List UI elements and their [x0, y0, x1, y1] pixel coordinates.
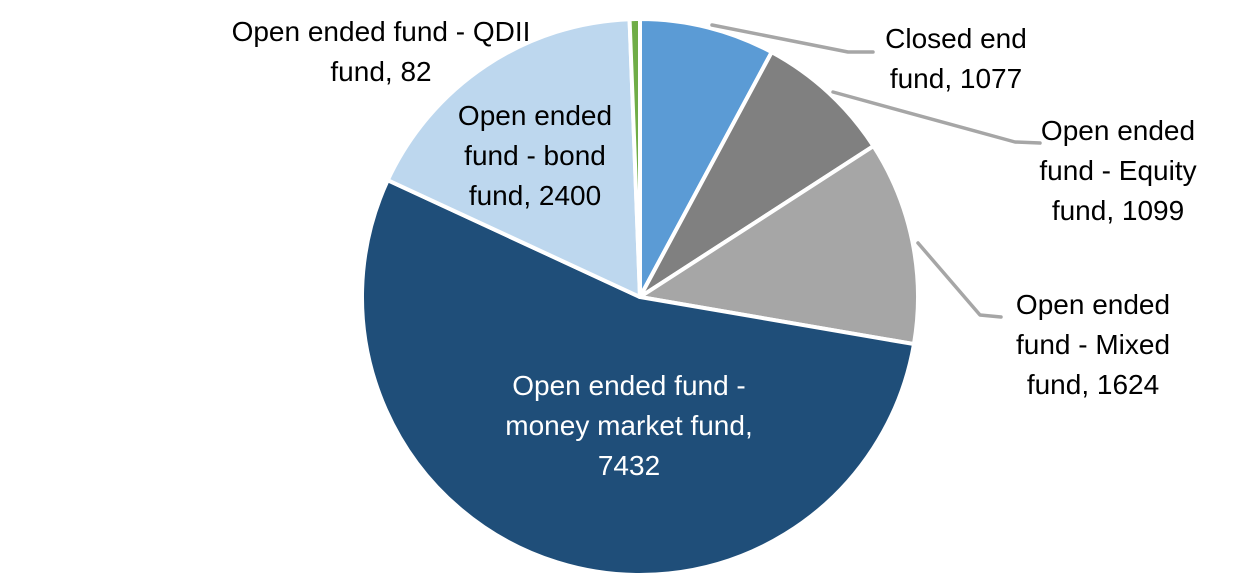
label-line: Open ended fund -: [512, 370, 746, 401]
pie-slice-3: [360, 178, 916, 577]
label-line: fund, 82: [330, 56, 432, 87]
label-line: fund, 1077: [889, 63, 1023, 94]
label-money-market-fund: Open ended fund - money market fund, 743…: [505, 366, 752, 486]
pie-slices: [360, 17, 920, 577]
label-line: Closed end: [885, 23, 1027, 54]
label-closed-end-fund: Closed end fund, 1077: [885, 19, 1027, 99]
label-line: fund, 1624: [1026, 369, 1160, 400]
label-line: fund, 2400: [468, 180, 602, 211]
leader-line-mixed-fund: [916, 241, 1003, 319]
pie-slice-2: [638, 144, 920, 347]
label-line: 7432: [597, 450, 661, 481]
label-line: Open ended: [1015, 289, 1171, 320]
label-qdii-fund: Open ended fund - QDII fund, 82: [232, 12, 531, 92]
label-line: fund - Mixed: [1015, 329, 1171, 360]
label-line: Open ended: [1040, 115, 1196, 146]
label-line: fund, 1099: [1051, 195, 1185, 226]
label-line: fund - Equity: [1039, 155, 1197, 186]
leader-line-closed-end-fund: [710, 23, 875, 54]
label-bond-fund: Open ended fund - bond fund, 2400: [458, 96, 612, 216]
label-line: Open ended fund - QDII: [231, 16, 531, 47]
pie-slice-0: [638, 17, 774, 299]
label-mixed-fund: Open ended fund - Mixed fund, 1624: [1016, 285, 1170, 405]
pie-slice-4: [385, 17, 642, 299]
leader-line-equity-fund: [831, 90, 1042, 145]
leader-lines: [710, 23, 1042, 319]
label-line: fund - bond: [464, 140, 606, 171]
label-line: Open ended: [457, 100, 613, 131]
label-line: money market fund,: [505, 410, 753, 441]
label-equity-fund: Open ended fund - Equity fund, 1099: [1039, 111, 1196, 231]
pie-slice-1: [638, 50, 876, 299]
pie-slice-5: [627, 17, 642, 299]
